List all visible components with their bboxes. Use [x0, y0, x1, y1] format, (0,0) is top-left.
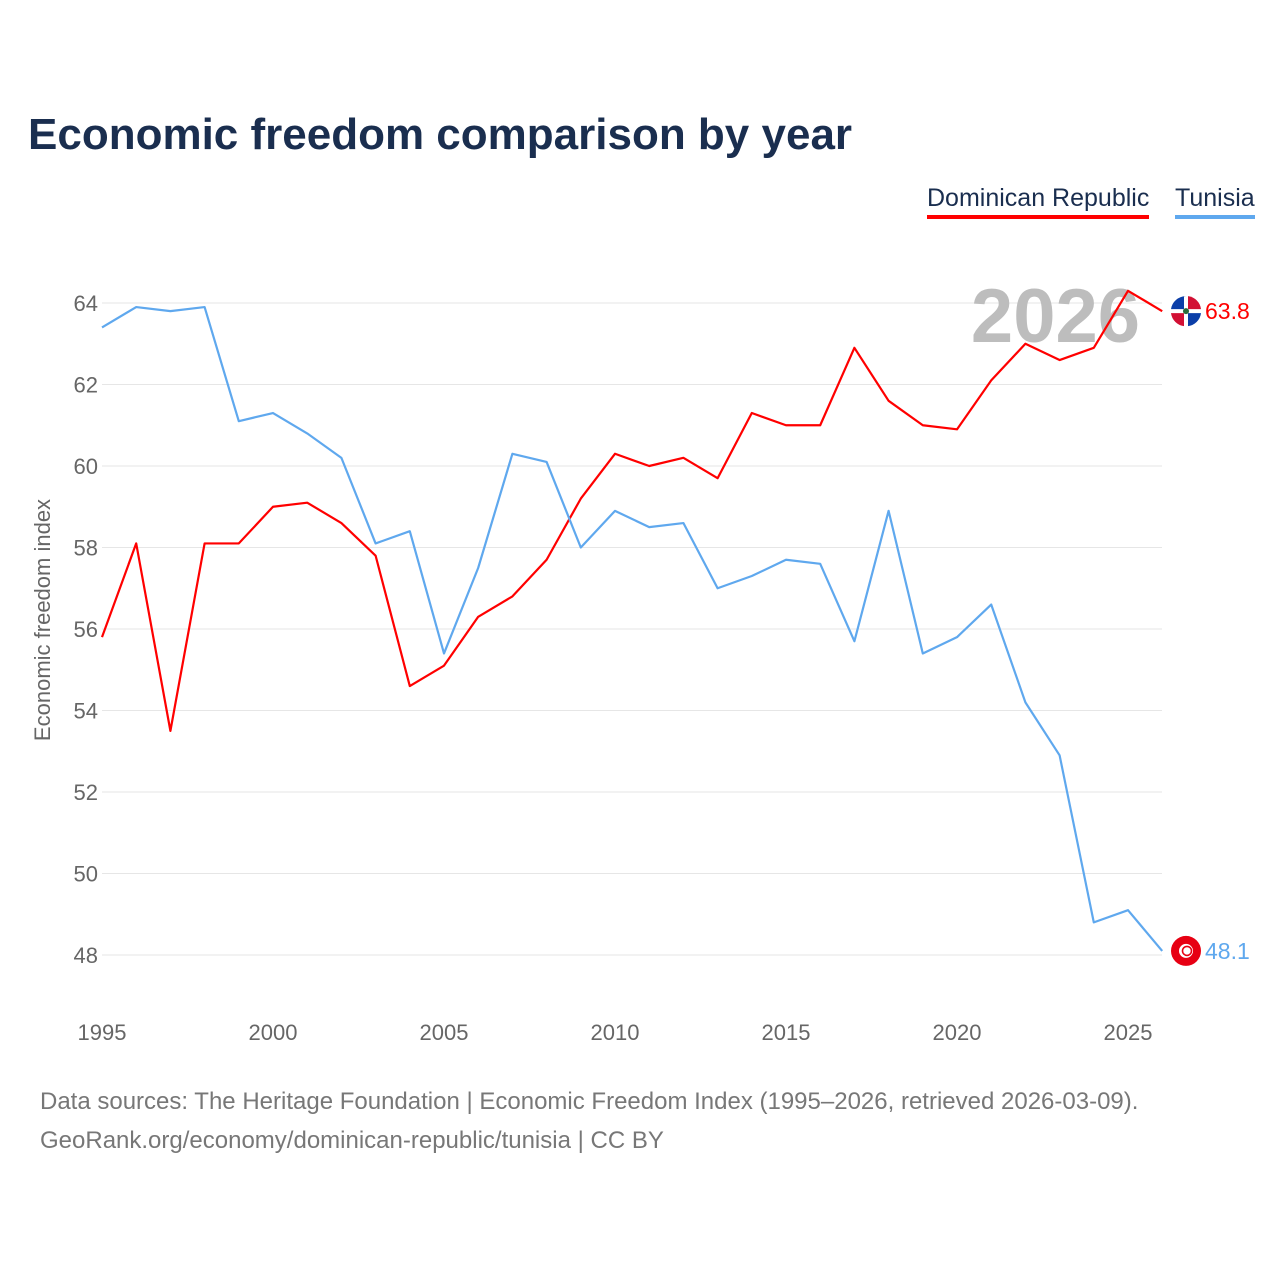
y-tick-label: 52	[74, 780, 98, 805]
legend-dominican-republic[interactable]: Dominican Republic	[927, 184, 1150, 219]
flag-crescent	[1181, 945, 1193, 957]
y-tick-label: 56	[74, 617, 98, 642]
source-url: GeoRank.org/economy/dominican-republic/t…	[40, 1127, 664, 1154]
y-tick-label: 64	[74, 291, 98, 316]
x-tick-label: 2005	[420, 1020, 469, 1045]
flag-quarter	[1188, 313, 1201, 327]
x-tick-label: 2000	[249, 1020, 298, 1045]
x-tick-label: 1995	[78, 1020, 127, 1045]
x-tick-label: 2020	[933, 1020, 982, 1045]
flag-icon-tunisia	[1171, 935, 1201, 966]
x-tick-label: 2010	[591, 1020, 640, 1045]
y-tick-label: 58	[74, 536, 98, 561]
y-tick-label: 54	[74, 699, 98, 724]
series-line-dominican-republic	[100, 289, 1163, 732]
y-tick-label: 62	[74, 373, 98, 398]
flag-quarter	[1171, 313, 1184, 327]
flag-emblem	[1183, 308, 1189, 315]
source-text: Data sources: The Heritage Foundation | …	[40, 1088, 1139, 1115]
series-line-tunisia	[101, 305, 1164, 952]
x-tick-label: 2015	[762, 1020, 811, 1045]
end-value-label: 63.8	[1205, 298, 1250, 324]
end-value-label: 48.1	[1205, 938, 1250, 964]
flag-quarter	[1171, 296, 1186, 310]
flag-quarter	[1188, 296, 1201, 310]
flag-icon-dominican-republic	[1171, 296, 1201, 327]
y-axis-label: Economic freedom index	[30, 499, 55, 741]
y-tick-label: 48	[74, 943, 98, 968]
x-tick-label: 2025	[1104, 1020, 1153, 1045]
y-tick-label: 50	[74, 862, 98, 887]
y-tick-label: 60	[74, 454, 98, 479]
chart-title: Economic freedom comparison by year	[28, 110, 853, 159]
legend-tunisia[interactable]: Tunisia	[1175, 184, 1255, 219]
year-watermark: 2026	[971, 274, 1140, 359]
